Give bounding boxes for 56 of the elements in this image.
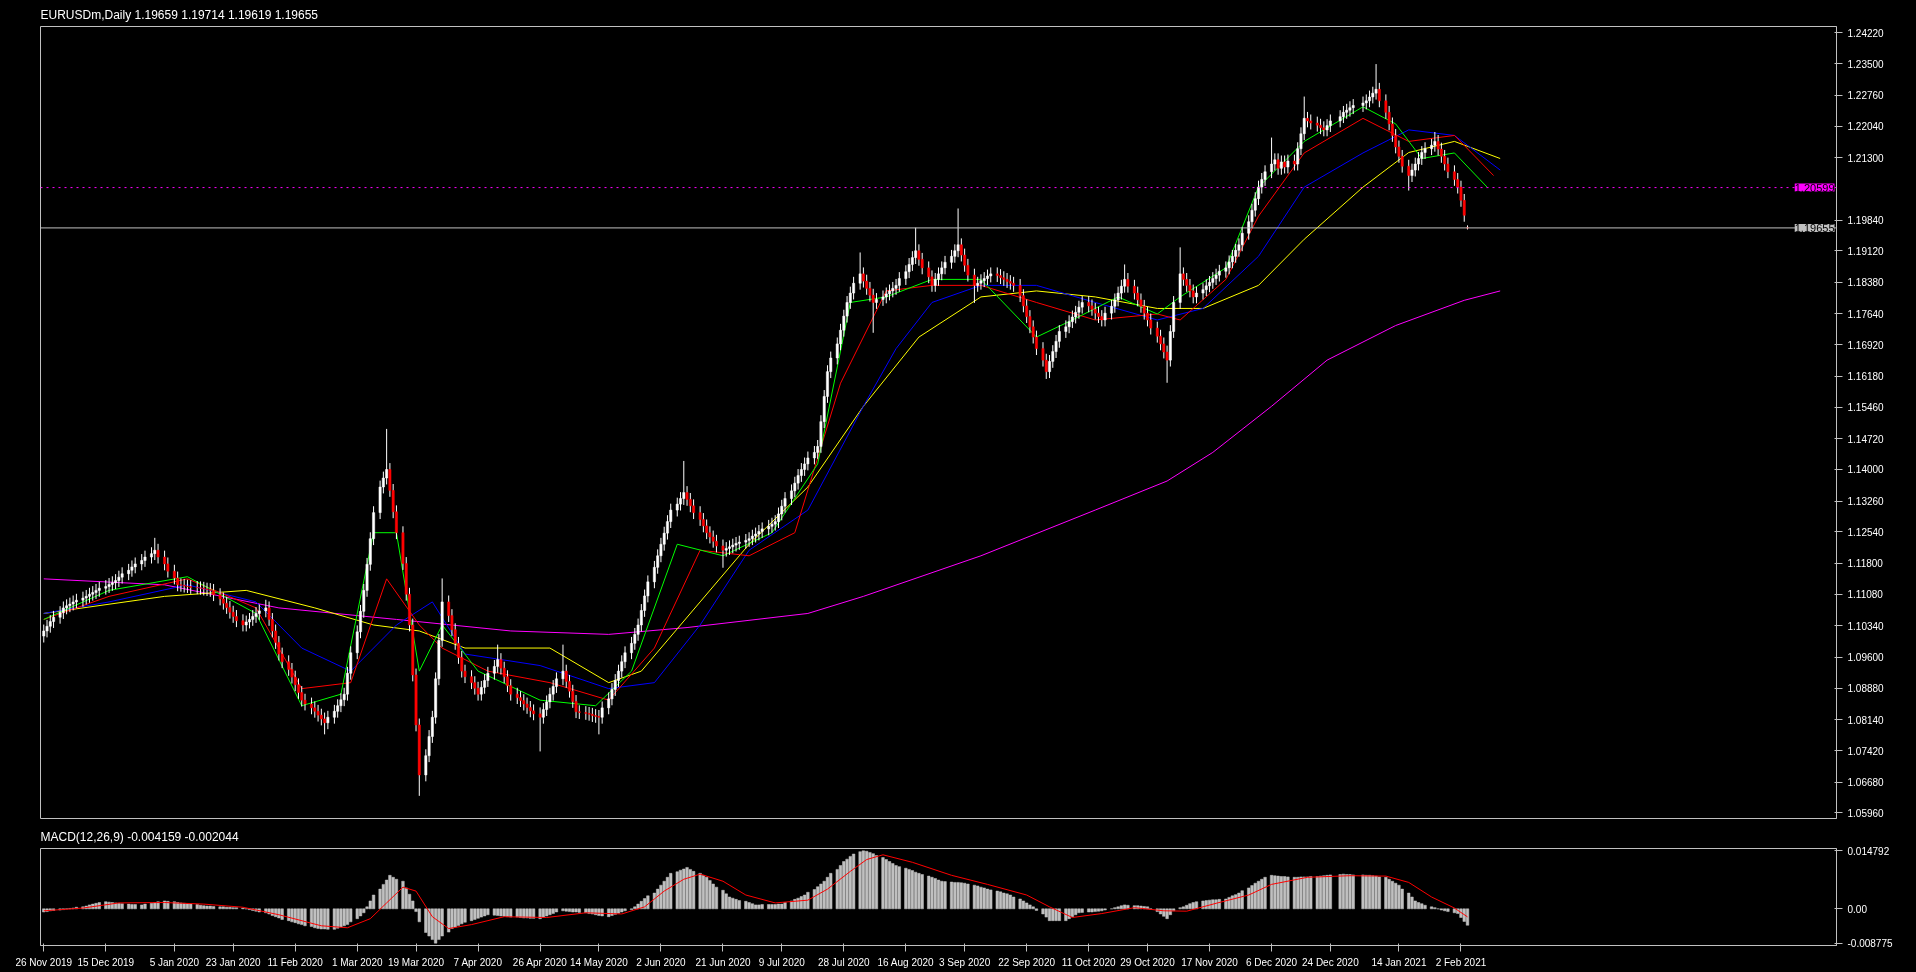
x-tick-label: 19 Mar 2020: [387, 956, 445, 968]
x-tick-label: 3 Sep 2020: [939, 956, 991, 968]
x-tick-label: 11 Oct 2020: [1061, 956, 1117, 968]
x-tick-label: 5 Jan 2020: [149, 956, 200, 968]
y-tick-label: 1.23500: [1847, 58, 1885, 70]
y-tick-label: 1.10340: [1847, 620, 1885, 632]
y-tick-label: 1.18380: [1847, 277, 1885, 289]
y-tick-label: 1.13260: [1847, 496, 1885, 508]
x-tick-label: 11 Feb 2020: [267, 956, 324, 968]
y-tick-label: 1.16920: [1847, 339, 1885, 351]
x-tick-label: 28 Jul 2020: [817, 956, 871, 968]
y-tick-label: 1.15460: [1847, 402, 1885, 414]
x-tick-label: 2 Jun 2020: [636, 956, 687, 968]
y-tick-label: 1.14000: [1847, 464, 1885, 476]
x-tick-label: 22 Sep 2020: [998, 956, 1056, 968]
y-tick-label: 1.12540: [1847, 526, 1885, 538]
x-tick-label: 15 Dec 2019: [77, 956, 135, 968]
y-tick-label: 1.06680: [1847, 777, 1885, 789]
x-tick-label: 2 Feb 2021: [1435, 956, 1487, 968]
x-tick-label: 1 Mar 2020: [331, 956, 383, 968]
y-tick-label: 1.08880: [1847, 683, 1885, 695]
y-tick-label: 1.14720: [1847, 433, 1885, 445]
y-tick-label: 1.09600: [1847, 652, 1885, 664]
y-tick-label: 1.21300: [1847, 152, 1885, 164]
y-tick-label: 1.19120: [1847, 245, 1885, 257]
y-tick-label: 1.17640: [1847, 309, 1885, 320]
y-tick-label: 1.19840: [1847, 215, 1885, 227]
y-tick-label: 1.11080: [1847, 589, 1884, 601]
y-tick-label: 1.22040: [1847, 121, 1885, 133]
chart-title: MACD(12,26,9) -0.004159 -0.002044: [40, 829, 239, 844]
x-tick-label: 9 Jul 2020: [758, 956, 806, 968]
ref-line-label: 1.19655: [1794, 221, 1835, 234]
x-tick-label: 14 May 2020: [569, 956, 629, 968]
y-tick-label: -0.008775: [1847, 938, 1893, 950]
ref-line-label: 1.20599: [1794, 181, 1835, 194]
x-tick-label: 26 Nov 2019: [15, 956, 73, 968]
y-tick-label: 1.24220: [1847, 27, 1885, 39]
y-tick-label: 0.014792: [1847, 845, 1890, 857]
y-tick-label: 0.00: [1847, 903, 1868, 915]
y-tick-label: 1.22760: [1847, 90, 1885, 102]
x-tick-label: 17 Nov 2020: [1181, 956, 1239, 968]
x-tick-label: 29 Oct 2020: [1120, 956, 1176, 968]
x-tick-label: 14 Jan 2021: [1371, 956, 1427, 968]
x-tick-label: 24 Dec 2020: [1302, 956, 1360, 968]
y-tick-label: 1.11800: [1847, 558, 1884, 570]
x-tick-label: 26 Apr 2020: [512, 956, 568, 968]
chart-title: EURUSDm,Daily 1.19659 1.19714 1.19619 1.19655: [40, 7, 319, 22]
y-tick-label: 1.08140: [1847, 714, 1885, 726]
x-tick-label: 7 Apr 2020: [453, 956, 503, 968]
x-tick-label: 6 Dec 2020: [1246, 956, 1298, 968]
x-tick-label: 21 Jun 2020: [695, 956, 751, 968]
y-tick-label: 1.16180: [1847, 371, 1885, 383]
y-tick-label: 1.07420: [1847, 745, 1885, 757]
x-tick-label: 23 Jan 2020: [205, 956, 262, 968]
y-tick-label: 1.05960: [1847, 807, 1885, 819]
x-tick-label: 16 Aug 2020: [877, 956, 935, 968]
